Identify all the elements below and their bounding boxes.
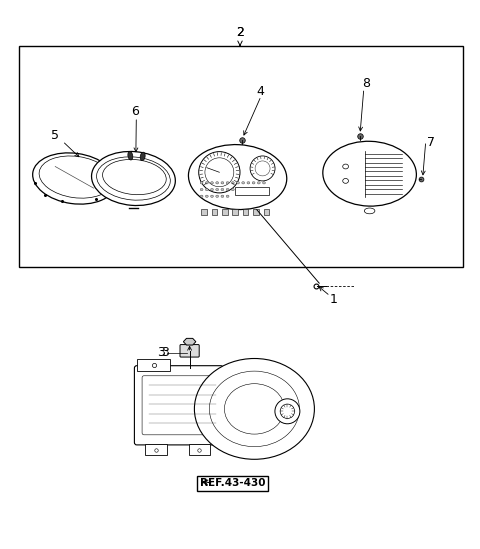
Text: 3: 3 [157, 346, 165, 359]
Ellipse shape [237, 182, 240, 184]
Ellipse shape [221, 195, 224, 198]
Text: 6: 6 [132, 105, 139, 118]
Ellipse shape [216, 182, 219, 184]
Ellipse shape [211, 182, 214, 184]
Ellipse shape [128, 152, 133, 160]
Ellipse shape [103, 159, 166, 195]
Bar [232, 209, 238, 215]
Text: 4: 4 [256, 85, 264, 98]
Ellipse shape [255, 161, 270, 176]
Bar [243, 209, 249, 215]
Ellipse shape [200, 188, 203, 191]
Text: REF.43-430: REF.43-430 [200, 478, 265, 488]
Text: 3: 3 [161, 346, 168, 359]
Text: 1: 1 [330, 293, 337, 306]
Ellipse shape [33, 153, 116, 204]
Ellipse shape [323, 141, 416, 206]
Bar [235, 187, 269, 195]
Ellipse shape [189, 144, 287, 210]
Bar [212, 209, 217, 215]
Ellipse shape [257, 188, 260, 191]
Text: 5: 5 [51, 129, 59, 142]
Bar [201, 209, 207, 215]
Ellipse shape [200, 195, 203, 198]
Ellipse shape [216, 188, 219, 191]
Ellipse shape [226, 188, 229, 191]
Ellipse shape [199, 152, 240, 193]
Ellipse shape [92, 152, 175, 205]
Ellipse shape [39, 156, 112, 198]
Ellipse shape [205, 182, 208, 184]
Ellipse shape [96, 157, 170, 200]
Ellipse shape [263, 188, 265, 191]
Ellipse shape [200, 182, 203, 184]
FancyBboxPatch shape [142, 376, 213, 435]
Bar [253, 209, 259, 215]
Text: 7: 7 [427, 136, 435, 149]
Ellipse shape [211, 195, 214, 198]
Ellipse shape [280, 404, 295, 418]
Ellipse shape [225, 384, 284, 434]
Ellipse shape [221, 188, 224, 191]
Ellipse shape [140, 152, 145, 161]
Ellipse shape [252, 182, 255, 184]
Ellipse shape [231, 188, 234, 191]
Ellipse shape [194, 358, 314, 460]
Ellipse shape [364, 208, 375, 214]
Ellipse shape [209, 371, 300, 447]
Ellipse shape [247, 182, 250, 184]
Bar [264, 209, 269, 215]
Ellipse shape [231, 182, 234, 184]
Ellipse shape [275, 399, 300, 424]
Ellipse shape [221, 182, 224, 184]
Text: 2: 2 [236, 26, 244, 40]
Ellipse shape [250, 156, 275, 181]
Text: 2: 2 [236, 26, 244, 40]
Bar [19, 47, 463, 267]
Ellipse shape [257, 182, 260, 184]
Ellipse shape [216, 195, 219, 198]
Ellipse shape [242, 182, 245, 184]
Bar [145, 445, 167, 455]
Ellipse shape [205, 188, 208, 191]
Ellipse shape [263, 182, 265, 184]
Bar [137, 358, 170, 371]
Ellipse shape [252, 188, 255, 191]
FancyBboxPatch shape [180, 345, 199, 357]
Ellipse shape [343, 164, 348, 169]
Polygon shape [183, 338, 196, 345]
Ellipse shape [205, 158, 234, 187]
Ellipse shape [247, 188, 250, 191]
Text: 8: 8 [362, 77, 370, 90]
FancyBboxPatch shape [134, 366, 223, 445]
Ellipse shape [211, 188, 214, 191]
Ellipse shape [237, 188, 240, 191]
Ellipse shape [343, 178, 348, 183]
Ellipse shape [226, 195, 229, 198]
Ellipse shape [242, 188, 245, 191]
Ellipse shape [205, 195, 208, 198]
Bar [222, 209, 228, 215]
Bar [189, 445, 210, 455]
Ellipse shape [226, 182, 229, 184]
